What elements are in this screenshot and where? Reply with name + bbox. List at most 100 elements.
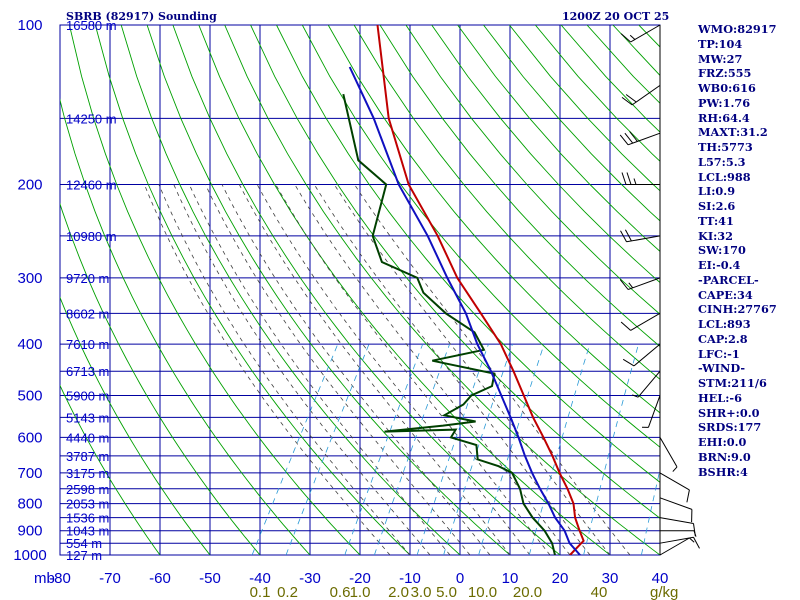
pressure-tick-label: 500 (17, 388, 42, 405)
wind-barb (632, 370, 661, 398)
moist-adiabat-line (188, 184, 451, 555)
wind-barb (621, 84, 661, 106)
wind-barb-half-flag (689, 537, 695, 543)
pressure-tick-label: 900 (17, 523, 42, 540)
temperature-tick-label: 30 (602, 570, 619, 587)
dry-adiabat-line (60, 98, 311, 555)
height-tick-label: 3787 m (66, 449, 109, 464)
index-line: BRN:9.0 (698, 449, 751, 464)
mixing-ratio-tick-label: 3.0 (411, 584, 432, 600)
mixing-ratio-tick-label: 20.0 (513, 584, 542, 600)
wind-barb (622, 343, 661, 367)
temperature-tick-label: -60 (149, 570, 171, 587)
index-line: SW:170 (698, 243, 746, 258)
moist-adiabat-line (238, 184, 511, 555)
temperature-tick-label: -70 (99, 570, 121, 587)
mixing-ratio-tick-label: 2.0 (388, 584, 409, 600)
wind-barb-flag (686, 489, 690, 503)
index-line: TH:5773 (698, 140, 753, 154)
wind-barb (619, 277, 661, 290)
pressure-tick-label: 300 (17, 270, 42, 287)
dry-adiabat-line (327, 25, 660, 414)
moist-adiabat-line (221, 184, 491, 555)
wind-barb-staff (630, 24, 661, 43)
wind-barb-half-flag (629, 34, 636, 40)
height-tick-label: 4440 m (66, 430, 109, 445)
index-line: FRZ:555 (698, 66, 752, 81)
mixing-ratio-line (528, 343, 591, 555)
height-tick-label: 5143 m (66, 410, 109, 425)
wind-barb-flag (621, 96, 633, 106)
wind-barb-staff (659, 497, 693, 510)
wind-barb (659, 497, 693, 523)
wind-barb-staff (626, 235, 661, 243)
wind-barb-half-flag (633, 178, 637, 185)
wind-barb (659, 536, 700, 549)
wind-barb (620, 312, 661, 331)
temperature-tick-label: 40 (652, 570, 669, 587)
temperature-tick-label: -80 (49, 570, 71, 587)
indices-panel: WMO:82917 TP:104 MW:27 FRZ:555 WB0:616 PW:1.7… (698, 22, 800, 479)
wind-barb-staff (659, 437, 678, 468)
dry-adiabat-line (60, 384, 161, 555)
wind-barb-flag (624, 132, 634, 144)
wind-barb-flag (624, 229, 632, 242)
height-tick-label: 8602 m (66, 306, 109, 321)
dry-adiabat-line (379, 25, 660, 348)
dry-adiabat-line (276, 25, 660, 483)
mixing-ratio-tick-label: 40 (591, 584, 608, 600)
dry-adiabats (60, 25, 660, 555)
pressure-tick-label: 1000 (13, 547, 46, 564)
index-line: TT:41 (698, 213, 734, 228)
wind-barb (619, 131, 661, 146)
chart-title: SBRB (82917) Sounding (66, 10, 217, 23)
wind-barb-half-flag (628, 282, 634, 289)
temperature-tick-label: -10 (399, 570, 421, 587)
dry-adiabat-line (60, 296, 211, 555)
moist-adiabat-line (158, 184, 411, 555)
wind-barb-flag (693, 537, 700, 549)
dry-adiabat-line (120, 25, 461, 555)
wind-barb (659, 517, 696, 537)
mixing-ratio-tick-label: 0.1 (250, 584, 271, 600)
index-line: CINH:27767 (698, 302, 777, 317)
pressure-tick-label: 800 (17, 496, 42, 513)
chart-time: 1200Z 20 OCT 25 (562, 10, 669, 23)
dry-adiabat-line (353, 25, 660, 380)
wind-barb-staff (633, 343, 661, 367)
sounding-profiles (342, 25, 585, 555)
mixing-ratio-line (344, 343, 424, 555)
temperature-tick-label: -50 (199, 570, 221, 587)
wind-barb (659, 472, 690, 503)
moist-adiabats (144, 184, 631, 555)
dry-adiabat-line (94, 25, 411, 555)
mixing-ratio-tick-label: 1.0 (350, 584, 371, 600)
index-line: BSHR:4 (698, 464, 748, 479)
temperature-profile-line (376, 25, 585, 555)
wind-barb-flag (626, 172, 632, 185)
height-tick-label: 554 m (66, 536, 102, 551)
index-line: SI:2.6 (698, 199, 736, 213)
index-line: L57:5.3 (698, 154, 746, 169)
wind-barb (659, 530, 697, 537)
index-line: -WIND- (698, 361, 746, 376)
index-line: LI:0.9 (698, 184, 736, 199)
pressure-tick-label: 400 (17, 336, 42, 353)
dry-adiabat-line (68, 25, 361, 555)
index-line: CAPE:34 (698, 287, 753, 302)
index-line: MW:27 (698, 51, 743, 66)
wind-barbs (619, 24, 700, 556)
moist-adiabat-line (294, 184, 571, 555)
moist-adiabat-line (354, 184, 631, 555)
moist-adiabat-line (144, 184, 391, 555)
height-tick-label: 1536 m (66, 511, 109, 526)
wind-barb-flag (619, 134, 629, 146)
height-tick-label: 1043 m (66, 524, 109, 539)
dry-adiabat-line (224, 25, 660, 555)
index-line: TP:104 (698, 36, 743, 51)
wind-barb-staff (630, 312, 661, 331)
height-tick-label: 9720 m (66, 271, 109, 286)
mixing-ratio-line (374, 343, 450, 555)
wind-barb-staff (627, 277, 661, 290)
index-line: PW:1.76 (698, 95, 751, 110)
